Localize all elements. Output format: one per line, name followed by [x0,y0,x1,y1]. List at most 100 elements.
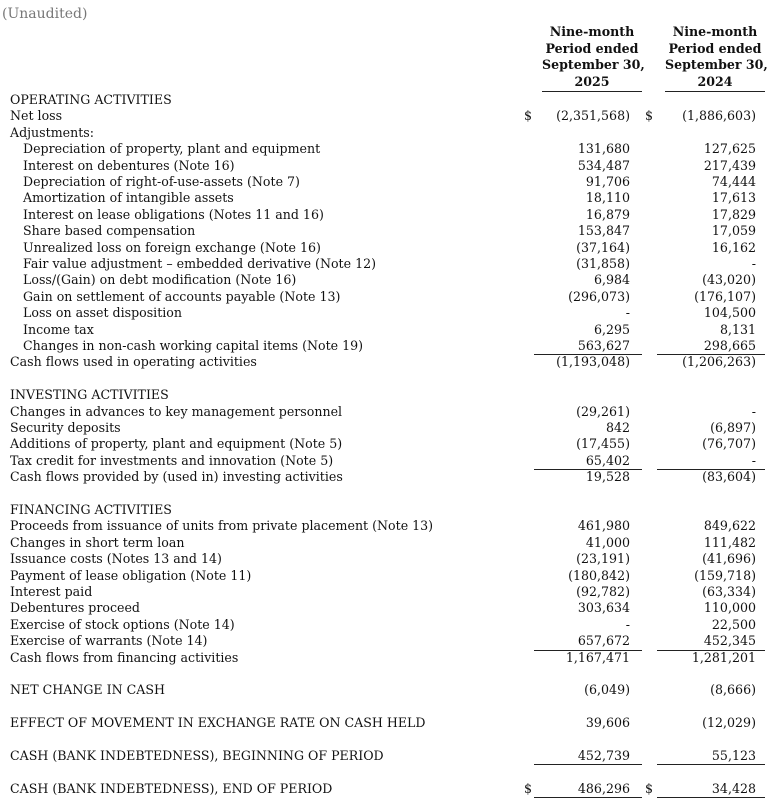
row-label: Changes in advances to key management pe… [10,403,343,419]
value-2024: 298,665 [703,338,756,353]
value-2024: 111,482 [703,534,756,550]
value-2024: 452,345 [703,633,756,649]
value-2025: (31,858) [576,256,630,271]
statement-row: Payment of lease obligation (Note 11) (18… [0,568,772,584]
row-label: Additions of property, plant and equipme… [10,436,343,452]
column-header-2025: Nine-month Period ended September 30, 20… [542,24,645,93]
statement-row: Net loss $ $ (2,351,568) (1,886,603) [0,108,772,124]
value-2024: 55,123 [711,748,756,763]
row-label: Depreciation of right-of-use-assets (Not… [23,174,300,189]
row-label: Net loss [10,108,63,124]
statement-row: CASH (BANK INDEBTEDNESS), BEGINNING OF P… [0,748,772,764]
value-2025: 16,879 [585,206,630,222]
row-label: Interest on lease obligations (Notes 11 … [23,206,324,222]
statement-row: Loss on asset disposition - 104,500 [0,305,772,321]
statement-row: EFFECT OF MOVEMENT IN EXCHANGE RATE ON C… [0,715,772,731]
value-2024: 16,162 [711,239,756,255]
currency-symbol: $ [645,108,654,124]
value-2025: (6,049) [584,682,630,698]
statement-row: Depreciation of property, plant and equi… [0,141,772,157]
value-2024: (176,107) [694,288,756,304]
value-2024: (63,334) [702,584,756,599]
row-label: Cash flows from financing activities [10,649,239,665]
statement-row: Tax credit for investments and innovatio… [0,453,772,469]
value-2025: 131,680 [577,141,630,157]
spacer-row [0,666,772,682]
currency-symbol: $ [645,780,654,796]
spacer-row [0,732,772,748]
row-label: Issuance costs (Notes 13 and 14) [10,551,222,567]
column-header-line: September 30, [542,57,645,73]
value-2025: (37,164) [576,239,630,255]
value-2025: (92,782) [576,584,630,599]
statement-row: Loss/(Gain) on debt modification (Note 1… [0,272,772,288]
value-2025: 657,672 [577,633,630,649]
row-label: Security deposits [10,420,121,435]
value-2024: 110,000 [703,600,756,616]
statement-row: Exercise of warrants (Note 14) 657,672 452… [0,633,772,649]
statement-row: Changes in short term loan 41,000 111,482 [0,535,772,551]
statement-row: Exercise of stock options (Note 14) - 22,5… [0,617,772,633]
statement-row: Changes in advances to key management pe… [0,404,772,420]
row-label: Interest on debentures (Note 16) [23,157,235,173]
row-label: Tax credit for investments and innovatio… [10,452,334,468]
statement-row: Debentures proceed 303,634 110,000 [0,600,772,616]
value-2024: 22,500 [711,616,756,632]
row-label: Changes in non-cash working capital item… [23,338,364,353]
statement-row: Amortization of intangible assets 18,110 1… [0,190,772,206]
row-label: Payment of lease obligation (Note 11) [10,567,252,583]
row-label: Exercise of warrants (Note 14) [10,633,208,649]
value-2025: 18,110 [585,190,630,206]
statement-row: Interest paid (92,782) (63,334) [0,584,772,600]
row-label: EFFECT OF MOVEMENT IN EXCHANGE RATE ON C… [10,715,426,731]
value-2025: 41,000 [585,534,630,550]
value-2025: 6,984 [593,272,630,288]
value-2024: 34,428 [711,780,756,796]
row-label: Fair value adjustment – embedded derivat… [23,256,377,271]
subtotal-rule [657,354,765,356]
value-2024: - [751,452,756,468]
value-2024: 1,281,201 [691,649,756,665]
statement-row: Income tax 6,295 8,131 [0,322,772,338]
total-rule [657,796,765,798]
value-2025: 486,296 [577,780,630,796]
value-2024: (1,886,603) [682,108,756,124]
statement-row: Changes in non-cash working capital item… [0,338,772,354]
spacer-row [0,764,772,780]
value-2024: (8,666) [710,682,756,698]
value-2024: 217,439 [703,157,756,173]
value-2025: 303,634 [577,600,630,616]
row-label: Debentures proceed [10,600,140,616]
statement-row: Share based compensation 153,847 17,059 [0,223,772,239]
row-label: Interest paid [10,584,93,599]
row-label: Gain on settlement of accounts payable (… [23,288,341,304]
row-label: Amortization of intangible assets [23,190,234,206]
statement-row: Adjustments: [0,125,772,141]
value-2024: 17,059 [711,223,756,239]
value-2024: - [751,256,756,271]
value-2025: (29,261) [576,403,630,419]
statement-row: Depreciation of right-of-use-assets (Not… [0,174,772,190]
underline-rule [534,764,642,765]
statement-row: Cash flows used in operating activities (… [0,354,772,370]
subtotal-rule [534,354,642,356]
statement-row: Fair value adjustment – embedded derivat… [0,256,772,272]
row-label: Exercise of stock options (Note 14) [10,616,235,632]
value-2024: 104,500 [703,305,756,321]
total-rule [534,796,642,798]
statement-row: Interest on debentures (Note 16) 534,487 2… [0,158,772,174]
row-label: CASH (BANK INDEBTEDNESS), BEGINNING OF P… [10,748,384,763]
value-2024: 17,613 [711,190,756,206]
statement-row: NET CHANGE IN CASH (6,049) (8,666) [0,682,772,698]
statement-row: INVESTING ACTIVITIES [0,387,772,403]
value-2025: 91,706 [585,174,630,189]
value-2024: (43,020) [702,272,756,288]
row-label: Changes in short term loan [10,534,185,550]
statement-row: Interest on lease obligations (Notes 11 … [0,207,772,223]
value-2025: (2,351,568) [556,108,630,124]
value-2025: - [625,305,630,321]
underline-rule [657,764,765,765]
value-2025: 461,980 [577,518,630,534]
value-2024: 74,444 [711,174,756,189]
statement-row: FINANCING ACTIVITIES [0,502,772,518]
